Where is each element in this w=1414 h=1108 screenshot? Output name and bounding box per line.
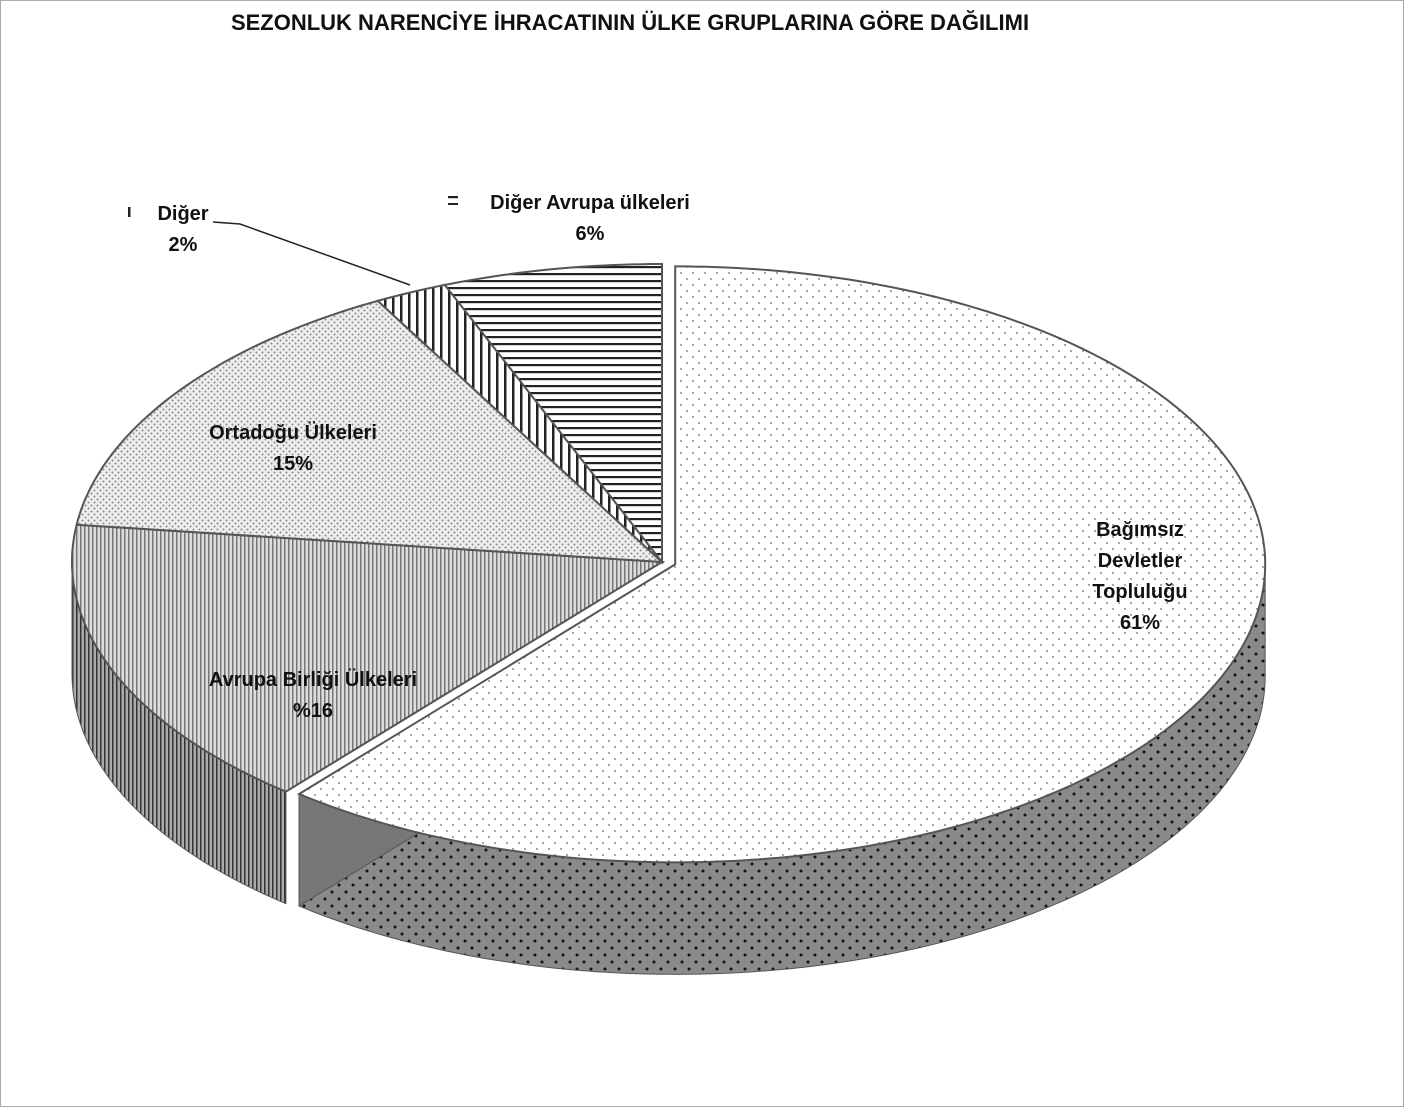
legend-key: [165, 429, 175, 439]
category-label: Ortadoğu Ülkeleri: [209, 422, 377, 444]
value-label: 15%: [272, 453, 314, 475]
category-label: Diğer: [157, 203, 209, 225]
slice-label: Bağımsız Devletler Topluluğu 61%: [1053, 515, 1228, 639]
slice: [75, 299, 665, 564]
slice: [71, 523, 666, 793]
chart-title: SEZONLUK NARENCİYE İHRACATININ ÜLKE GRUP…: [230, 10, 1030, 35]
leader-line: [212, 221, 411, 286]
value-label: 2%: [168, 234, 198, 256]
value-label: %16: [292, 700, 334, 722]
legend-key: [1030, 525, 1040, 535]
category-label: Bağımsız Devletler Topluluğu: [1092, 519, 1188, 603]
value-label: 61%: [1119, 612, 1161, 634]
slice: [296, 265, 1267, 864]
slice-label: Diğer Avrupa ülkeleri 6%: [440, 188, 740, 250]
legend-key: [124, 207, 134, 217]
value-label: 6%: [575, 223, 605, 245]
legend-key: [448, 195, 458, 205]
slice: [375, 283, 663, 563]
slice-label: Avrupa Birliği Ülkeleri %16: [163, 665, 463, 727]
legend-key: [172, 676, 182, 686]
slice-label: Ortadoğu Ülkeleri 15%: [143, 418, 443, 480]
category-label: Diğer Avrupa ülkeleri: [490, 192, 690, 214]
category-label: Avrupa Birliği Ülkeleri: [208, 669, 418, 691]
slice: [443, 263, 663, 565]
slice-label: Diğer 2%: [133, 199, 233, 261]
